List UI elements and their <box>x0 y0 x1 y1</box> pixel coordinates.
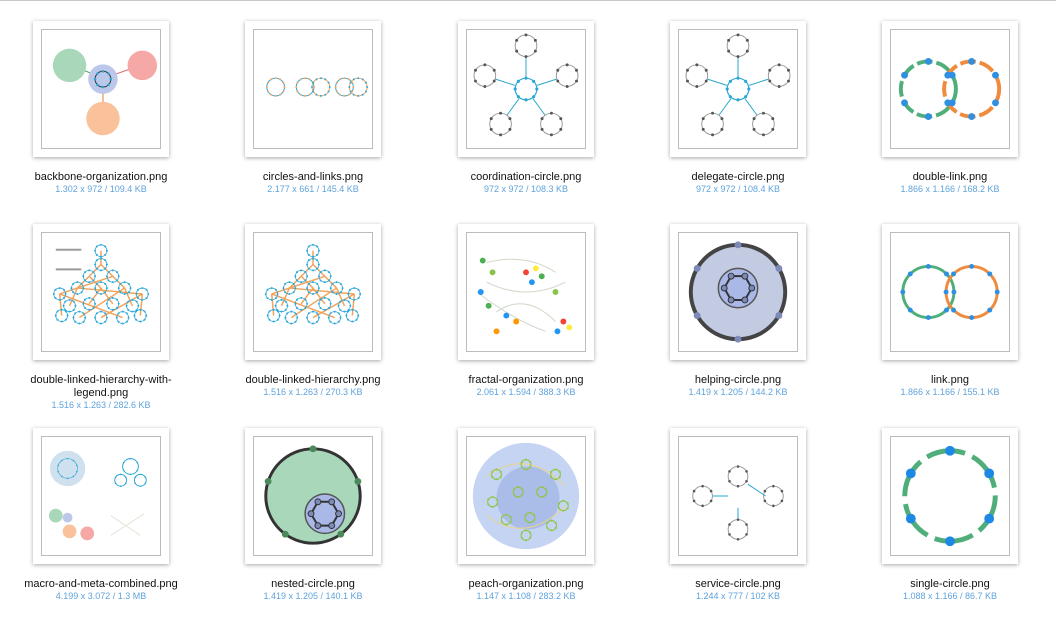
thumbnail[interactable] <box>882 21 1018 157</box>
thumbnail-image <box>41 436 161 556</box>
file-item[interactable]: link.png 1.866 x 1.166 / 155.1 KB <box>844 224 1056 398</box>
thumbnail-image <box>253 29 373 149</box>
file-name[interactable]: service-circle.png <box>695 578 781 590</box>
file-meta: 1.516 x 1.263 / 270.3 KB <box>263 387 363 397</box>
file-name[interactable]: macro-and-meta-combined.png <box>24 578 178 590</box>
file-meta: 4.199 x 3.072 / 1.3 MB <box>55 591 147 601</box>
file-item[interactable]: peach-organization.png 1.147 x 1.108 / 28… <box>420 428 632 602</box>
file-name[interactable]: delegate-circle.png <box>691 171 785 183</box>
file-item[interactable]: circles-and-links.png 2.177 x 661 / 145.4… <box>207 21 419 195</box>
thumbnail[interactable] <box>670 224 806 360</box>
file-meta: 972 x 972 / 108.3 KB <box>483 184 569 194</box>
file-item[interactable]: macro-and-meta-combined.png 4.199 x 3.072… <box>0 428 207 602</box>
thumbnail[interactable] <box>245 21 381 157</box>
thumbnail-image <box>678 29 798 149</box>
thumbnail[interactable] <box>882 224 1018 360</box>
file-name[interactable]: fractal-organization.png <box>468 374 584 386</box>
file-item[interactable]: double-linked-hierarchy.png 1.516 x 1.263… <box>207 224 419 398</box>
file-item[interactable]: coordination-circle.png 972 x 972 / 108.3… <box>420 21 632 195</box>
file-item[interactable]: helping-circle.png 1.419 x 1.205 / 144.2 … <box>632 224 844 398</box>
thumbnail-image <box>678 436 798 556</box>
file-meta: 1.088 x 1.166 / 86.7 KB <box>902 591 998 601</box>
thumbnail-image <box>41 29 161 149</box>
file-meta: 972 x 972 / 108.4 KB <box>695 184 781 194</box>
file-name[interactable]: double-linked-hierarchy.png <box>245 374 381 386</box>
file-name[interactable]: circles-and-links.png <box>262 171 364 183</box>
thumbnail[interactable] <box>670 428 806 564</box>
thumbnail[interactable] <box>245 224 381 360</box>
file-name[interactable]: nested-circle.png <box>271 578 355 590</box>
thumbnail-image <box>890 232 1010 352</box>
file-item[interactable]: nested-circle.png 1.419 x 1.205 / 140.1 K… <box>207 428 419 602</box>
file-meta: 1.866 x 1.166 / 155.1 KB <box>900 387 1000 397</box>
thumbnail[interactable] <box>670 21 806 157</box>
file-item[interactable]: fractal-organization.png 2.061 x 1.594 / … <box>420 224 632 398</box>
file-item[interactable]: single-circle.png 1.088 x 1.166 / 86.7 KB <box>844 428 1056 602</box>
thumbnail[interactable] <box>458 428 594 564</box>
file-name[interactable]: helping-circle.png <box>694 374 782 386</box>
thumbnail-image <box>466 29 586 149</box>
file-name[interactable]: peach-organization.png <box>468 578 584 590</box>
file-item[interactable]: double-link.png 1.866 x 1.166 / 168.2 KB <box>844 21 1056 195</box>
thumbnail-image <box>41 232 161 352</box>
file-item[interactable]: backbone-organization.png 1.302 x 972 / 1… <box>0 21 207 195</box>
thumbnail[interactable] <box>33 21 169 157</box>
thumbnail[interactable] <box>33 428 169 564</box>
file-name[interactable]: coordination-circle.png <box>470 171 582 183</box>
file-item[interactable]: service-circle.png 1.244 x 777 / 102 KB <box>632 428 844 602</box>
file-item[interactable]: double-linked-hierarchy-with-legend.png 1… <box>0 224 207 411</box>
file-meta: 1.302 x 972 / 109.4 KB <box>55 184 147 194</box>
thumbnail[interactable] <box>458 224 594 360</box>
file-meta: 2.061 x 1.594 / 388.3 KB <box>476 387 576 397</box>
file-meta: 1.516 x 1.263 / 282.6 KB <box>51 400 151 410</box>
file-meta: 2.177 x 661 / 145.4 KB <box>267 184 359 194</box>
file-meta: 1.244 x 777 / 102 KB <box>695 591 781 601</box>
file-name[interactable]: backbone-organization.png <box>34 171 168 183</box>
thumbnail[interactable] <box>882 428 1018 564</box>
file-item[interactable]: delegate-circle.png 972 x 972 / 108.4 KB <box>632 21 844 195</box>
thumbnail-image <box>466 232 586 352</box>
thumbnail-image <box>890 436 1010 556</box>
file-name[interactable]: double-link.png <box>912 171 988 183</box>
file-name[interactable]: double-linked-hierarchy-with-legend.png <box>30 374 172 399</box>
file-meta: 1.147 x 1.108 / 283.2 KB <box>476 591 576 601</box>
thumbnail-image <box>890 29 1010 149</box>
thumbnail[interactable] <box>458 21 594 157</box>
file-meta: 1.866 x 1.166 / 168.2 KB <box>900 184 1000 194</box>
thumbnail[interactable] <box>245 428 381 564</box>
file-meta: 1.419 x 1.205 / 144.2 KB <box>688 387 788 397</box>
file-name[interactable]: link.png <box>931 374 969 386</box>
file-meta: 1.419 x 1.205 / 140.1 KB <box>263 591 363 601</box>
thumbnail-image <box>466 436 586 556</box>
thumbnail[interactable] <box>33 224 169 360</box>
file-name[interactable]: single-circle.png <box>910 578 990 590</box>
thumbnail-image <box>253 436 373 556</box>
thumbnail-image <box>678 232 798 352</box>
thumbnail-image <box>253 232 373 352</box>
